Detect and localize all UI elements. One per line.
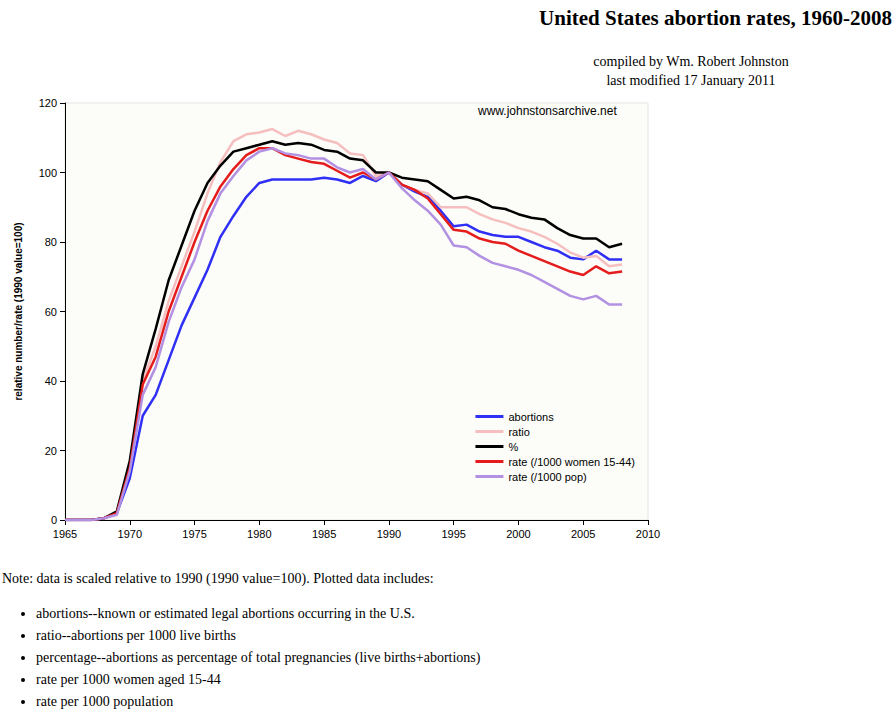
svg-text:60: 60 <box>45 306 57 318</box>
svg-text:1995: 1995 <box>441 528 465 540</box>
svg-text:2010: 2010 <box>636 528 660 540</box>
html-text:percentage--abortions as perce: percentage--abortions as percentage of t… <box>36 650 481 665</box>
svg-text:1985: 1985 <box>312 528 336 540</box>
html-text:compiled by Wm. Robert Johnsto: compiled by Wm. Robert Johnston <box>593 54 789 69</box>
html-text:ratio--abortions per 1000 live: ratio--abortions per 1000 live births <box>36 628 236 643</box>
svg-text:40: 40 <box>45 375 57 387</box>
html-text:rate per 1000 population: rate per 1000 population <box>36 694 174 709</box>
svg-text:abortions: abortions <box>508 411 554 423</box>
svg-text:100: 100 <box>39 167 57 179</box>
svg-text:www.johnstonsarchive.net: www.johnstonsarchive.net <box>477 104 617 118</box>
html-text:Note: data is scaled relative: Note: data is scaled relative to 1990 (1… <box>2 571 434 586</box>
html-text:rate per 1000 women aged 15-44: rate per 1000 women aged 15-44 <box>36 672 221 687</box>
svg-text:1990: 1990 <box>377 528 401 540</box>
svg-text:80: 80 <box>45 236 57 248</box>
svg-text:1970: 1970 <box>118 528 142 540</box>
svg-text:120: 120 <box>39 97 57 109</box>
svg-text:1975: 1975 <box>182 528 206 540</box>
svg-text:rate (/1000 women 15-44): rate (/1000 women 15-44) <box>508 456 635 468</box>
html-text:last modified 17 January 2011: last modified 17 January 2011 <box>606 73 776 88</box>
svg-text:2005: 2005 <box>571 528 595 540</box>
html-text:abortions--known or estimated: abortions--known or estimated legal abor… <box>36 606 415 621</box>
svg-text:0: 0 <box>51 514 57 526</box>
svg-text:2000: 2000 <box>506 528 530 540</box>
svg-text:ratio: ratio <box>508 426 529 438</box>
html-text:United States abortion rates,: United States abortion rates, 1960-2008 <box>539 6 892 30</box>
svg-text:1965: 1965 <box>53 528 77 540</box>
svg-text:1980: 1980 <box>247 528 271 540</box>
svg-text:relative number/rate (1990 val: relative number/rate (1990 value=100) <box>13 222 24 400</box>
svg-text:%: % <box>508 441 518 453</box>
svg-text:20: 20 <box>45 445 57 457</box>
svg-text:rate (/1000 pop): rate (/1000 pop) <box>508 471 586 483</box>
